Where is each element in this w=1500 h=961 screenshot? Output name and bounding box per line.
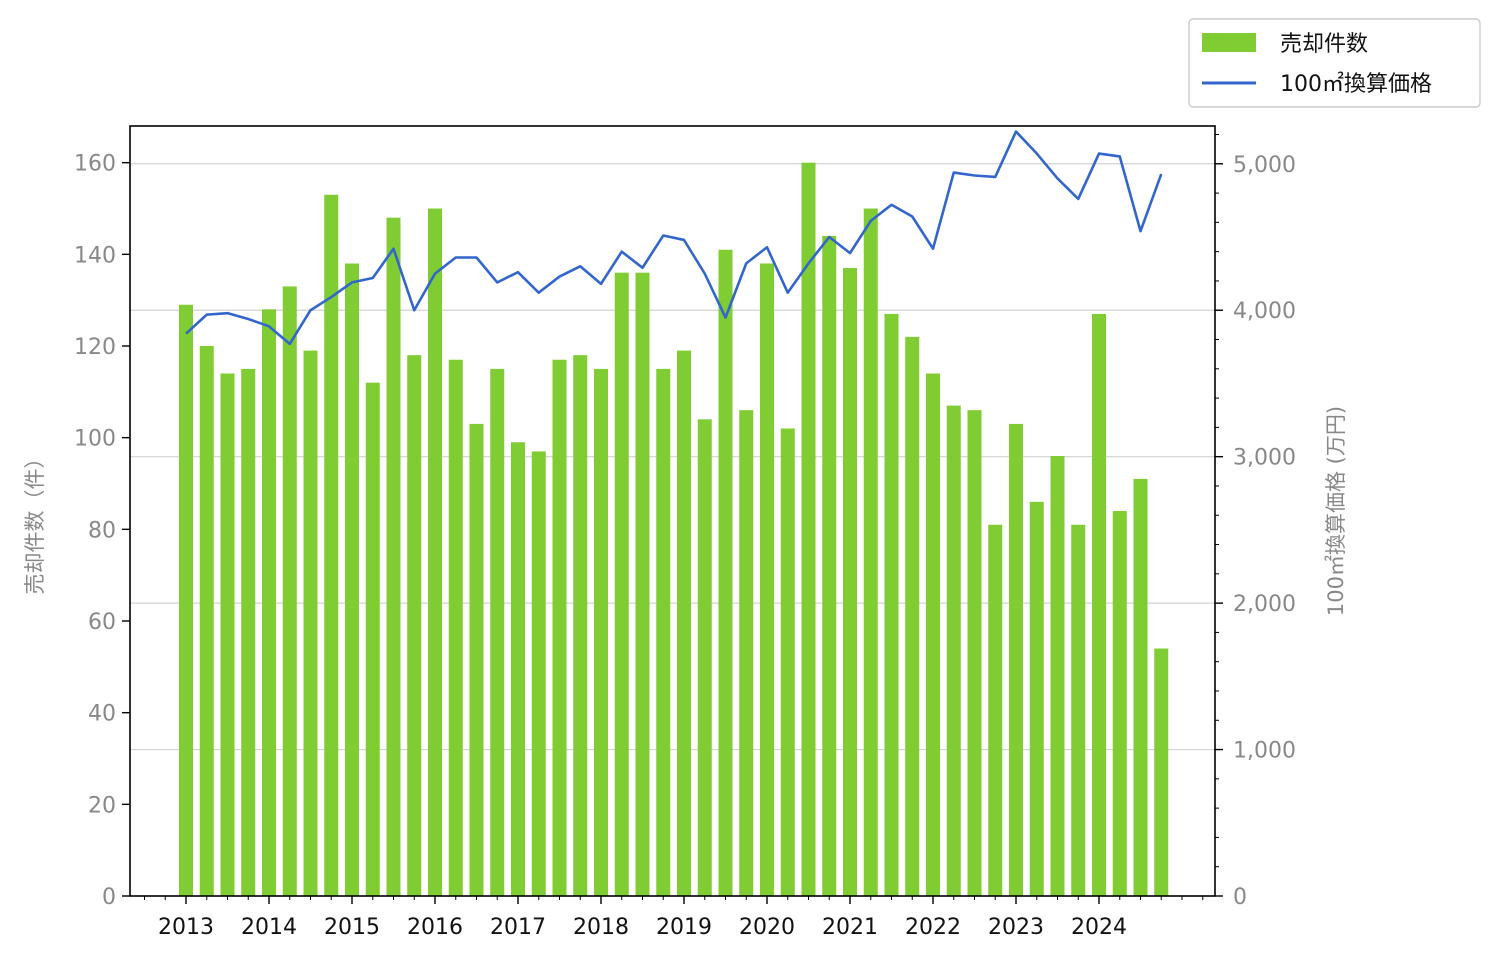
bar <box>552 359 567 896</box>
bar <box>365 382 380 897</box>
bar <box>1133 478 1148 896</box>
bar <box>926 373 940 896</box>
left-tick-label: 120 <box>74 335 116 360</box>
bar <box>511 442 525 896</box>
bar <box>822 236 837 896</box>
bar <box>739 410 754 896</box>
left-tick-label: 140 <box>74 243 116 268</box>
right-tick-label: 0 <box>1233 885 1247 910</box>
x-tick-label: 2013 <box>158 915 214 940</box>
bar <box>677 350 691 896</box>
right-tick-label: 1,000 <box>1233 739 1296 764</box>
x-tick-label: 2024 <box>1071 915 1127 940</box>
bar <box>262 309 276 896</box>
left-tick-label: 60 <box>88 610 116 635</box>
bar <box>614 272 629 897</box>
right-tick-label: 4,000 <box>1233 299 1296 324</box>
x-tick-label: 2021 <box>822 915 878 940</box>
bar <box>1071 524 1086 896</box>
bar <box>448 359 463 896</box>
right-tick-label: 3,000 <box>1233 446 1296 471</box>
bar <box>531 451 546 896</box>
x-axis-ticks: 2013 2014 2015 2016 2017 2018 2019 2020 2021 2022… <box>144 896 1204 940</box>
bar <box>780 428 795 896</box>
bar <box>1154 648 1169 896</box>
x-tick-label: 2017 <box>490 915 546 940</box>
bar <box>303 350 318 896</box>
x-tick-label: 2016 <box>407 915 463 940</box>
x-tick-label: 2014 <box>241 915 297 940</box>
bar-series <box>179 162 1169 897</box>
bar <box>801 162 816 896</box>
legend-box <box>1188 18 1481 108</box>
bar <box>884 313 899 897</box>
bar <box>760 263 774 896</box>
bar <box>179 304 193 896</box>
bar <box>324 194 339 896</box>
price-line <box>185 130 1163 346</box>
bar <box>345 263 359 896</box>
left-axis-title: 売却件数（件） <box>23 448 47 595</box>
left-tick-label: 100 <box>74 427 116 452</box>
bar <box>967 410 982 896</box>
bar <box>1050 456 1065 896</box>
bar <box>1009 423 1023 896</box>
bar <box>490 368 505 897</box>
legend-swatch-bar <box>1202 33 1256 52</box>
x-tick-label: 2022 <box>905 915 961 940</box>
bar <box>988 524 1003 896</box>
left-axis-ticks: 0 20 40 60 80 100 120 140 160 <box>74 152 130 910</box>
bar <box>282 286 297 897</box>
x-tick-label: 2018 <box>573 915 629 940</box>
left-tick-label: 80 <box>88 518 116 543</box>
bar <box>407 355 422 897</box>
legend-label-line: 100㎡換算価格 <box>1280 71 1432 97</box>
bar <box>656 368 671 897</box>
axes <box>129 125 1216 897</box>
left-tick-label: 0 <box>102 885 116 910</box>
x-tick-label: 2019 <box>656 915 712 940</box>
bar <box>241 368 256 897</box>
bar <box>863 208 878 896</box>
bar <box>1029 501 1044 896</box>
right-axis-ticks: 0 1,000 2,000 3,000 4,000 5,000 <box>1215 133 1296 910</box>
x-tick-label: 2015 <box>324 915 380 940</box>
bar <box>843 268 857 896</box>
bar <box>718 249 733 896</box>
plot-frame <box>129 125 1216 897</box>
left-tick-label: 160 <box>74 152 116 177</box>
bar <box>946 405 961 896</box>
legend-label-bar: 売却件数 <box>1280 32 1368 57</box>
bar <box>386 217 401 896</box>
left-tick-label: 20 <box>88 793 116 818</box>
bar <box>635 272 650 897</box>
bar <box>469 423 484 896</box>
bar <box>594 368 608 897</box>
bar <box>905 336 920 896</box>
bar <box>1092 313 1106 897</box>
right-tick-label: 2,000 <box>1233 592 1296 617</box>
bar <box>428 208 442 896</box>
bar <box>1112 511 1127 896</box>
x-tick-label: 2023 <box>988 915 1044 940</box>
line-series <box>185 130 1163 346</box>
legend: 売却件数 100㎡換算価格 <box>1188 18 1481 108</box>
bar <box>199 346 214 896</box>
right-axis-title: 100㎡換算価格 (万円) <box>1324 406 1348 616</box>
bar <box>573 355 588 897</box>
x-tick-label: 2020 <box>739 915 795 940</box>
left-tick-label: 40 <box>88 702 116 727</box>
bar <box>697 419 712 896</box>
right-tick-label: 5,000 <box>1233 153 1296 178</box>
bar <box>220 373 235 896</box>
